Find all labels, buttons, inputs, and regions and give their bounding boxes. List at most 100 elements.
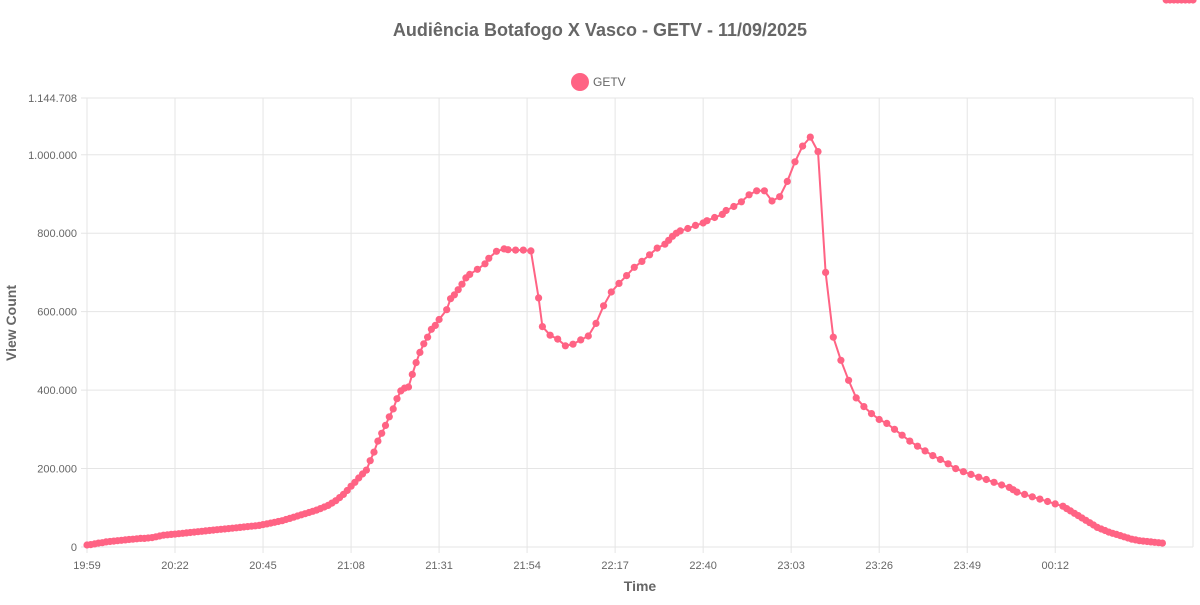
data-point[interactable] xyxy=(366,457,374,465)
data-point[interactable] xyxy=(473,265,481,273)
data-point[interactable] xyxy=(959,468,968,476)
data-point[interactable] xyxy=(607,288,615,296)
legend[interactable]: GETV xyxy=(571,73,626,91)
data-point[interactable] xyxy=(913,442,922,450)
data-point[interactable] xyxy=(967,470,975,478)
data-point[interactable] xyxy=(1158,539,1166,547)
data-point[interactable] xyxy=(711,213,719,222)
data-point[interactable] xyxy=(906,437,914,445)
data-point[interactable] xyxy=(806,133,814,141)
data-point[interactable] xyxy=(860,403,868,411)
data-point[interactable] xyxy=(362,466,370,474)
data-point[interactable] xyxy=(577,336,585,344)
data-point[interactable] xyxy=(378,429,386,437)
data-point[interactable] xyxy=(561,342,570,350)
data-point[interactable] xyxy=(454,286,462,294)
data-point[interactable] xyxy=(435,315,443,324)
data-point[interactable] xyxy=(381,421,390,429)
data-point[interactable] xyxy=(420,340,428,348)
data-point[interactable] xyxy=(745,191,753,199)
data-point[interactable] xyxy=(481,260,489,268)
data-point[interactable] xyxy=(485,254,493,262)
data-point[interactable] xyxy=(852,394,860,402)
data-point[interactable] xyxy=(944,460,952,468)
data-point[interactable] xyxy=(458,280,466,288)
data-point[interactable] xyxy=(385,413,393,421)
data-point[interactable] xyxy=(998,481,1006,489)
data-point[interactable] xyxy=(630,263,638,271)
data-point[interactable] xyxy=(389,405,397,413)
data-point[interactable] xyxy=(768,197,776,205)
data-point[interactable] xyxy=(600,302,608,310)
data-point[interactable] xyxy=(691,221,700,229)
x-tick-label: 00:12 xyxy=(1041,560,1069,572)
data-point[interactable] xyxy=(592,319,600,327)
data-point[interactable] xyxy=(684,224,692,233)
data-point[interactable] xyxy=(1036,495,1044,503)
data-point[interactable] xyxy=(623,272,631,280)
data-point[interactable] xyxy=(393,395,401,403)
data-point[interactable] xyxy=(431,321,439,329)
data-point[interactable] xyxy=(535,294,543,302)
data-point[interactable] xyxy=(760,187,769,195)
data-point[interactable] xyxy=(936,455,945,464)
data-point[interactable] xyxy=(554,335,562,343)
data-point[interactable] xyxy=(890,425,899,433)
data-point[interactable] xyxy=(845,376,853,384)
data-point[interactable] xyxy=(511,246,520,254)
data-point[interactable] xyxy=(753,187,761,195)
data-point[interactable] xyxy=(867,410,876,418)
data-point[interactable] xyxy=(776,193,784,201)
data-point[interactable] xyxy=(921,447,929,455)
data-point[interactable] xyxy=(814,148,822,156)
data-point[interactable] xyxy=(416,348,424,356)
data-point[interactable] xyxy=(646,251,654,259)
data-point[interactable] xyxy=(1013,488,1021,496)
data-point[interactable] xyxy=(952,465,960,473)
data-point[interactable] xyxy=(990,478,998,486)
data-point[interactable] xyxy=(443,306,451,314)
data-point[interactable] xyxy=(527,247,535,255)
data-point[interactable] xyxy=(615,279,623,287)
data-point[interactable] xyxy=(1021,490,1029,498)
data-point[interactable] xyxy=(1189,0,1197,4)
data-point[interactable] xyxy=(975,473,983,481)
data-point[interactable] xyxy=(799,142,807,150)
data-point[interactable] xyxy=(546,331,554,339)
data-point[interactable] xyxy=(466,270,474,278)
data-point[interactable] xyxy=(737,198,746,206)
data-point[interactable] xyxy=(1028,493,1036,501)
data-point[interactable] xyxy=(538,323,547,331)
data-point[interactable] xyxy=(929,452,937,460)
data-point[interactable] xyxy=(898,431,906,439)
data-point[interactable] xyxy=(370,448,378,456)
x-tick-label: 23:03 xyxy=(777,560,805,572)
data-point[interactable] xyxy=(504,246,512,254)
data-point[interactable] xyxy=(791,158,799,166)
data-point[interactable] xyxy=(722,206,730,215)
data-point[interactable] xyxy=(822,268,830,276)
data-point[interactable] xyxy=(584,332,592,340)
data-point[interactable] xyxy=(653,244,661,252)
data-point[interactable] xyxy=(837,356,845,364)
data-point[interactable] xyxy=(875,415,883,424)
data-point[interactable] xyxy=(424,333,432,341)
data-point[interactable] xyxy=(638,257,646,265)
data-point[interactable] xyxy=(404,383,413,391)
data-point[interactable] xyxy=(374,437,382,445)
data-point[interactable] xyxy=(730,202,738,211)
data-point[interactable] xyxy=(783,177,791,185)
data-point[interactable] xyxy=(883,419,891,427)
data-point[interactable] xyxy=(408,370,416,378)
data-point[interactable] xyxy=(450,291,458,299)
data-point[interactable] xyxy=(703,217,711,225)
data-point[interactable] xyxy=(412,359,420,367)
data-point[interactable] xyxy=(569,340,577,348)
data-point[interactable] xyxy=(492,247,501,255)
data-point[interactable] xyxy=(1051,500,1059,508)
data-point[interactable] xyxy=(676,227,684,235)
data-point[interactable] xyxy=(829,333,837,341)
data-point[interactable] xyxy=(1044,497,1052,506)
data-point[interactable] xyxy=(519,246,527,254)
data-point[interactable] xyxy=(982,475,990,484)
